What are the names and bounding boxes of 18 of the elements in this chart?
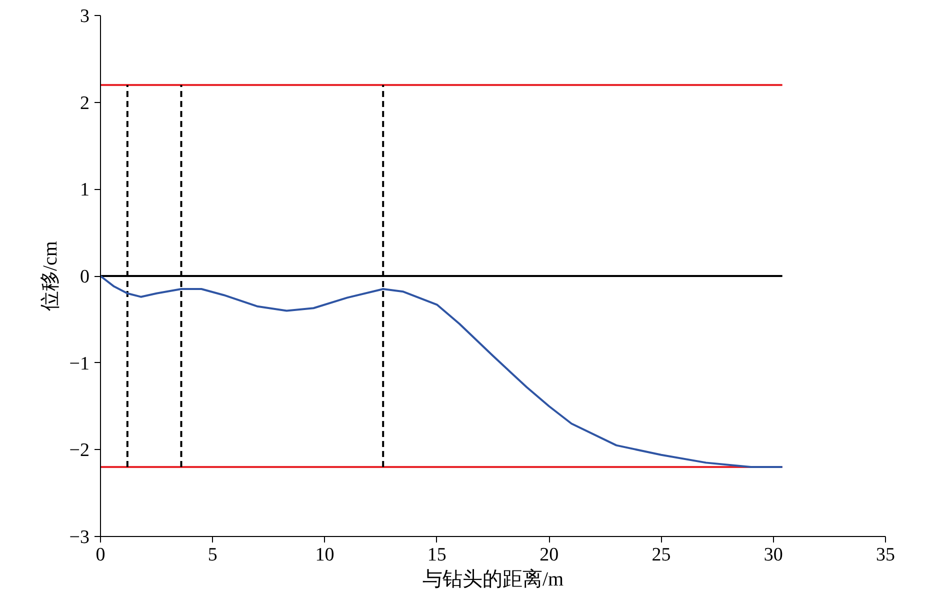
y-tick-label: 0 — [80, 266, 90, 288]
x-tick-label: 0 — [96, 544, 106, 566]
y-tick-label: −1 — [69, 353, 90, 374]
x-tick-label: 15 — [427, 544, 446, 566]
y-axis-title: 位移/cm — [39, 240, 62, 311]
x-tick-label: 20 — [540, 544, 559, 566]
y-tick-label: 2 — [80, 92, 90, 114]
x-tick-label: 10 — [315, 544, 334, 566]
y-tick-label: −3 — [69, 527, 90, 548]
x-tick-label: 25 — [652, 544, 671, 566]
x-tick-label: 5 — [208, 544, 218, 566]
x-tick-label: 35 — [876, 544, 895, 566]
y-tick-label: −2 — [69, 440, 90, 462]
y-tick-label: 3 — [80, 6, 90, 27]
line-series — [100, 275, 784, 468]
x-tick-label: 30 — [764, 544, 783, 566]
x-axis-title: 与钻头的距离/m — [422, 568, 564, 590]
y-tick-label: 1 — [80, 180, 90, 201]
